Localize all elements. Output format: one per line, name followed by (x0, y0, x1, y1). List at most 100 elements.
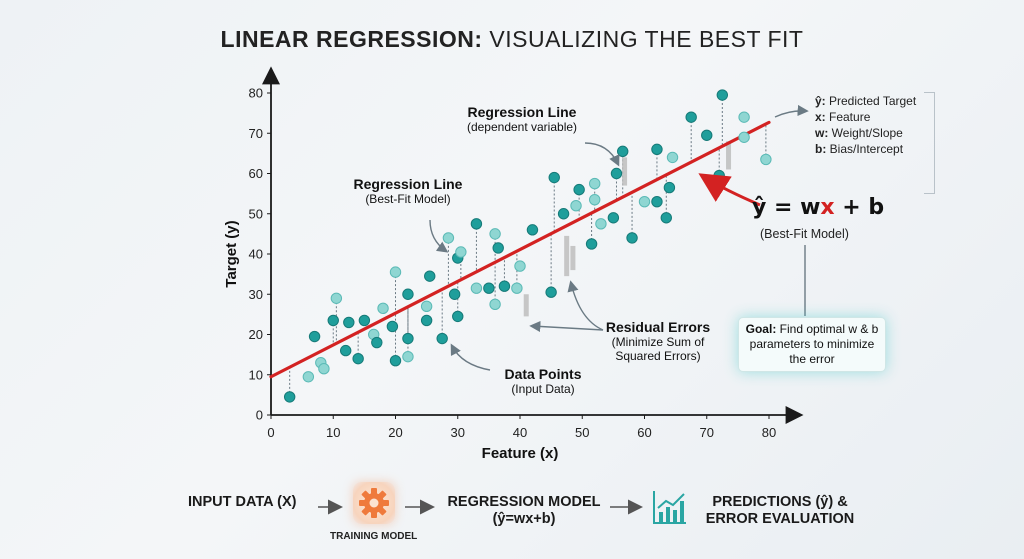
x-tick-label: 80 (762, 425, 776, 440)
annotation-regression-line-top: Regression Line (dependent variable) (466, 104, 578, 134)
data-point (548, 171, 560, 184)
data-point (340, 344, 352, 357)
data-point (420, 314, 433, 327)
data-point (585, 238, 598, 250)
data-point (573, 183, 585, 196)
data-point (526, 224, 539, 236)
training-gear-icon (353, 482, 395, 524)
x-axis-label: Feature (x) (482, 445, 559, 462)
data-point (685, 111, 697, 123)
data-point (386, 320, 399, 333)
legend-item-x: x: Feature (815, 110, 871, 124)
annotation-data-points: Data Points (Input Data) (504, 366, 582, 396)
y-tick-label: 20 (249, 327, 263, 342)
residual-bar (622, 157, 628, 186)
data-point (470, 218, 483, 230)
data-point (492, 242, 504, 254)
data-point (651, 195, 663, 208)
flow-predictions: PREDICTIONS (ŷ) & ERROR EVALUATION (705, 494, 855, 527)
data-point (489, 228, 501, 240)
data-point (420, 300, 433, 313)
data-point (352, 352, 364, 365)
x-tick-label: 20 (388, 425, 402, 440)
data-point (738, 111, 750, 123)
x-tick-label: 30 (451, 425, 465, 440)
data-point (424, 270, 436, 282)
data-point (308, 330, 321, 343)
data-point (318, 363, 330, 375)
y-tick-label: 10 (249, 367, 263, 382)
y-tick-label: 0 (256, 408, 263, 423)
x-tick-label: 50 (575, 425, 589, 440)
regression-line (269, 120, 771, 379)
data-point (483, 282, 495, 294)
data-point (358, 314, 371, 327)
data-point (760, 153, 772, 166)
data-point (452, 310, 464, 323)
data-point (330, 292, 343, 304)
flow-training: TRAINING MODEL (330, 531, 418, 542)
annotation-residual-errors: Residual Errors (Minimize Sum of Squared… (605, 319, 711, 363)
data-point (617, 145, 629, 158)
residual-bar (523, 294, 529, 317)
data-point (377, 302, 389, 315)
x-tick-label: 40 (513, 425, 527, 440)
data-point (470, 282, 483, 294)
data-point (651, 143, 663, 156)
data-point (455, 246, 467, 258)
data-point (514, 260, 526, 272)
data-point (448, 288, 461, 300)
y-tick-label: 40 (249, 247, 263, 262)
y-tick-label: 60 (249, 166, 263, 181)
predictions-chart-icon (651, 488, 689, 526)
annotation-arrows (429, 104, 809, 371)
data-point (511, 282, 523, 294)
data-point (489, 298, 501, 311)
equation-subtitle: (Best-Fit Model) (760, 227, 849, 241)
data-point (389, 354, 402, 367)
flow-input: INPUT DATA (X) (188, 494, 297, 510)
data-point (283, 391, 296, 403)
data-point (545, 286, 557, 298)
x-tick-label: 70 (700, 425, 714, 440)
y-tick-label: 50 (249, 206, 263, 221)
y-axis-label: Target (y) (223, 220, 240, 287)
reg-line-mid-arrow (429, 219, 449, 253)
residual-arrow-1 (529, 320, 604, 333)
goal-box: Goal: Find optimal w & b parameters to m… (738, 317, 886, 372)
title-rest: VISUALIZING THE BEST FIT (482, 26, 804, 52)
annotation-regression-line-mid: Regression Line (Best-Fit Model) (353, 176, 463, 206)
data-point (638, 195, 651, 208)
legend-item-w: w: Weight/Slope (815, 126, 903, 140)
data-point (402, 332, 414, 345)
legend-bracket (924, 92, 935, 194)
data-point (660, 212, 672, 224)
legend-arrow (774, 104, 809, 118)
y-tick-label: 80 (249, 86, 263, 101)
data-point (371, 336, 383, 349)
data-point (595, 218, 607, 230)
data-point (389, 266, 402, 278)
legend-item-yhat: ŷ: Predicted Target (815, 94, 917, 108)
equation-arrow (698, 173, 761, 207)
x-tick-label: 10 (326, 425, 340, 440)
data-point (713, 169, 725, 182)
data-point (436, 332, 448, 345)
chart-title: LINEAR REGRESSION: VISUALIZING THE BEST … (0, 26, 1024, 53)
data-point (327, 314, 339, 327)
title-bold: LINEAR REGRESSION: (220, 26, 483, 52)
legend: ŷ: Predicted Target x: Feature w: Weight… (815, 93, 935, 157)
residual-arrow-2 (567, 280, 604, 331)
data-point (343, 316, 355, 329)
data-point (589, 193, 601, 206)
data-point (666, 151, 679, 164)
data-point (663, 181, 676, 194)
data-point (442, 232, 455, 244)
data-point (610, 167, 623, 180)
data-point (626, 232, 638, 244)
residual-bar (726, 141, 732, 170)
data-point (402, 350, 414, 363)
data-point (302, 371, 315, 383)
residual-bar (570, 245, 576, 271)
